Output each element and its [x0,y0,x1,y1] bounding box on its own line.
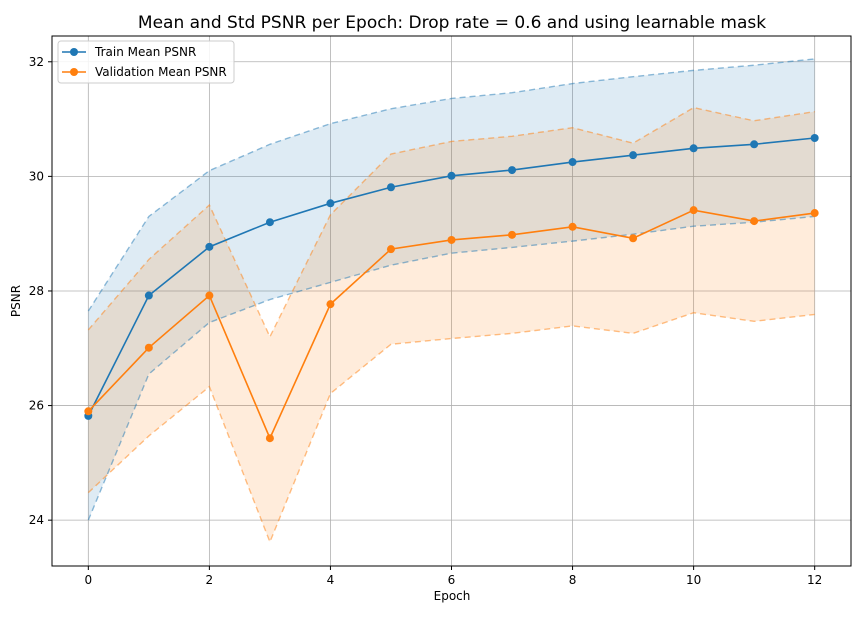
validation-mean-point [265,434,274,443]
train-mean-point [326,199,335,208]
legend-label-train: Train Mean PSNR [94,45,196,59]
validation-mean-point [508,230,517,239]
validation-upper-std-line [87,106,815,339]
y-axis-ticks: 24 26 28 30 32 [29,55,52,527]
legend-entry-train: Train Mean PSNR [62,45,196,59]
train-mean-point [508,166,517,175]
x-tick-label: 8 [569,573,577,587]
train-mean-point [447,171,456,180]
validation-mean-point [810,209,819,218]
legend-marker-train [70,48,78,56]
y-tick-label: 24 [29,513,44,527]
x-tick-label: 0 [84,573,92,587]
legend-entry-validation: Validation Mean PSNR [62,65,227,79]
validation-mean-point [568,222,577,231]
x-tick-label: 4 [327,573,335,587]
train-mean-point [689,144,698,153]
x-tick-label: 6 [448,573,456,587]
validation-std-band [88,107,815,542]
train-mean-point [568,158,577,167]
legend: Train Mean PSNR Validation Mean PSNR [57,40,235,84]
validation-mean-point [84,407,93,416]
y-tick-label: 28 [29,284,44,298]
validation-mean-point [689,206,698,215]
validation-mean-point [750,217,759,226]
train-mean-point [205,242,214,251]
x-axis-ticks: 0 2 4 6 8 10 12 [84,566,822,587]
validation-mean-point [447,235,456,244]
x-tick-label: 12 [807,573,822,587]
validation-mean-point [144,343,153,352]
train-mean-point [386,183,395,192]
legend-label-validation: Validation Mean PSNR [95,65,227,79]
legend-marker-validation [70,68,78,76]
validation-mean-point [326,300,335,309]
chart-title: Mean and Std PSNR per Epoch: Drop rate =… [138,13,766,33]
train-std-band [88,58,815,521]
train-mean-point [265,218,274,227]
validation-lower-std-line [87,312,815,544]
validation-mean-point [386,245,395,254]
x-axis-label: Epoch [434,589,471,603]
train-mean-point [144,291,153,300]
x-tick-label: 2 [206,573,214,587]
mean-markers [84,133,819,443]
y-tick-label: 32 [29,55,44,69]
validation-mean-point [205,291,214,300]
legend-box [57,40,235,84]
y-tick-label: 26 [29,399,44,413]
std-band-edges [87,58,815,544]
train-mean-point [810,133,819,142]
x-tick-label: 10 [686,573,701,587]
train-lower-std-line [87,215,815,521]
y-tick-label: 30 [29,169,44,183]
train-mean-point [629,151,638,160]
std-bands [88,58,815,542]
train-mean-point [750,140,759,149]
train-upper-std-line [87,58,815,312]
validation-mean-point [629,234,638,243]
y-axis-label: PSNR [9,285,23,317]
